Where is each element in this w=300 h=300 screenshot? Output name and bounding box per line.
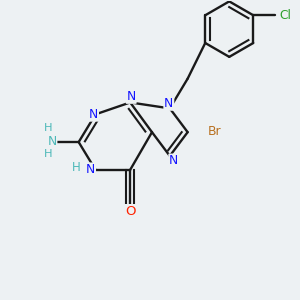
- Text: O: O: [125, 205, 135, 218]
- Text: H: H: [44, 149, 52, 159]
- Text: N: N: [169, 154, 178, 167]
- Text: Cl: Cl: [279, 9, 291, 22]
- Text: N: N: [47, 135, 56, 148]
- Text: N: N: [127, 90, 136, 103]
- Text: H: H: [72, 161, 81, 174]
- Text: N: N: [89, 108, 98, 121]
- Text: Br: Br: [208, 125, 221, 138]
- Text: N: N: [164, 97, 173, 110]
- Text: H: H: [44, 123, 52, 133]
- Text: N: N: [86, 163, 95, 176]
